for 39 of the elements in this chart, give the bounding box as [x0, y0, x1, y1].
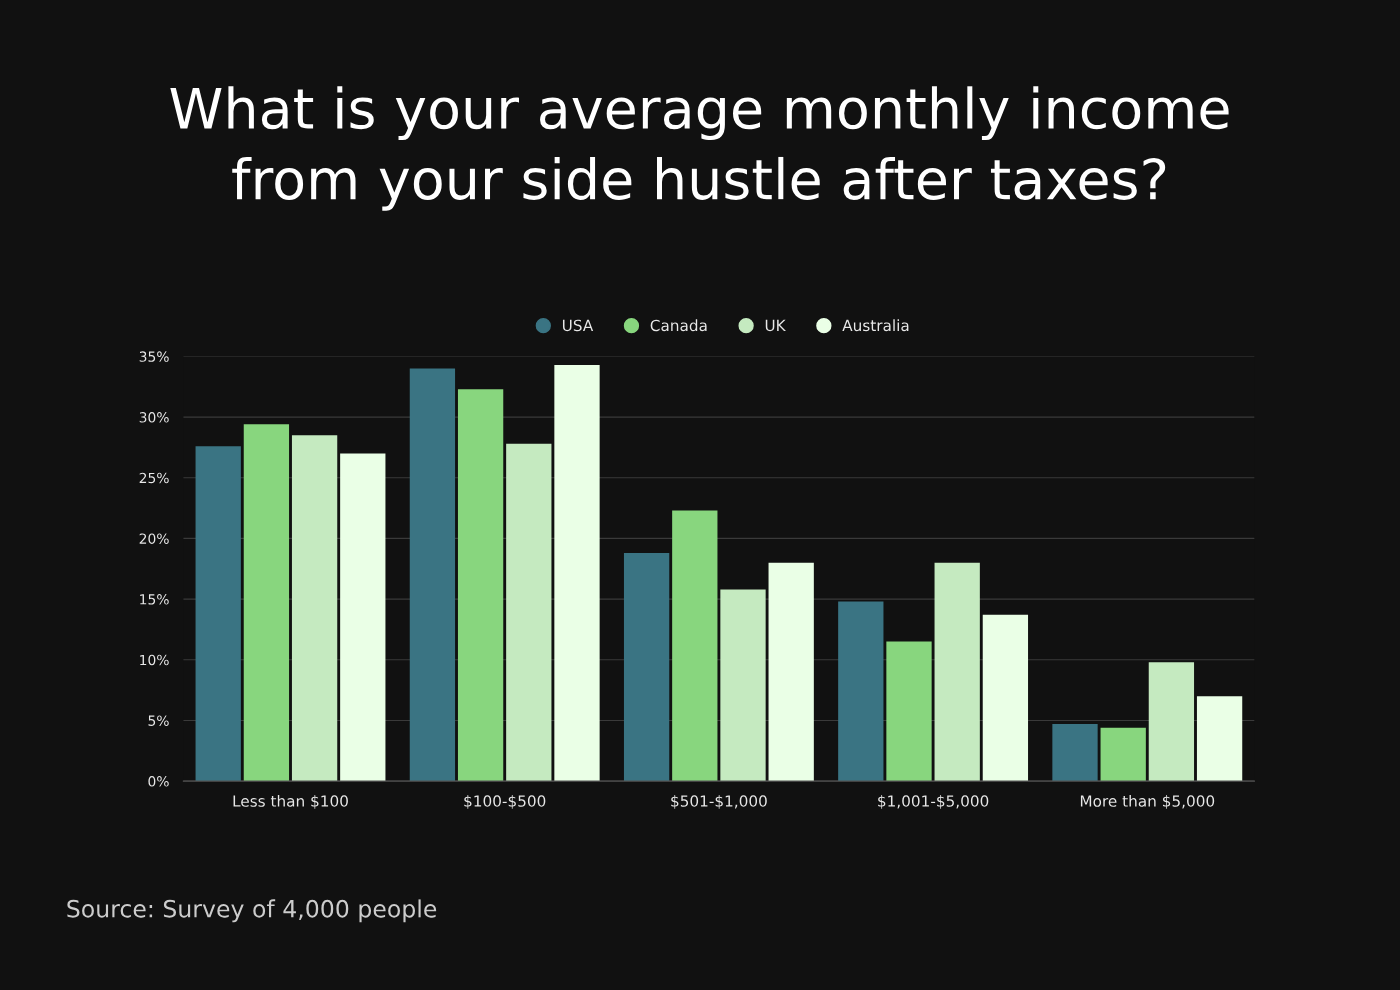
bar — [838, 601, 884, 782]
bar — [720, 589, 766, 782]
legend-label: Australia — [842, 319, 909, 332]
bar — [195, 446, 241, 782]
bar — [243, 424, 290, 782]
bar — [409, 368, 456, 782]
source-note: Source: Survey of 4,000 people — [67, 899, 437, 923]
x-tick-label: Less than $100 — [233, 795, 348, 809]
y-tick-label: 35% — [139, 351, 169, 362]
x-tick-label: $501-$1,000 — [671, 795, 767, 809]
bar — [291, 435, 338, 782]
bar — [1100, 727, 1146, 782]
legend-label: UK — [765, 319, 786, 332]
bar — [886, 641, 932, 782]
bar — [934, 562, 980, 782]
y-tick-label: 25% — [139, 472, 169, 484]
y-tick-label: 0% — [148, 776, 169, 787]
bar — [340, 453, 386, 782]
x-tick-label: More than $5,000 — [1080, 795, 1215, 809]
bar — [506, 443, 552, 782]
y-tick-label: 20% — [139, 533, 169, 544]
x-tick-label: $100-$500 — [464, 795, 546, 809]
x-tick-label: $1,001-$5,000 — [878, 795, 989, 809]
y-tick-label: 15% — [140, 594, 169, 605]
legend-label: Canada — [650, 319, 707, 332]
y-tick-label: 10% — [140, 654, 169, 666]
bar — [623, 552, 670, 782]
y-tick-label: 30% — [139, 412, 169, 423]
bar — [1148, 662, 1195, 782]
bar — [768, 562, 814, 782]
bar — [554, 364, 600, 782]
bar — [457, 389, 504, 782]
bar — [672, 510, 718, 782]
y-tick-label: 5% — [148, 715, 169, 726]
bar — [1196, 696, 1243, 782]
chart-title: What is your average monthly income from your side hustle after taxes? — [170, 86, 1229, 211]
bar — [1052, 724, 1098, 782]
bar — [982, 614, 1029, 782]
legend-label: USA — [562, 319, 594, 332]
